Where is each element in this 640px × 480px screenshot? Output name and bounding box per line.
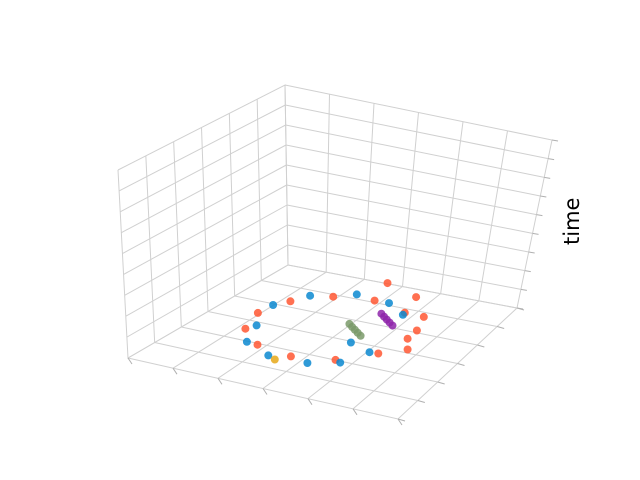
left-pane-horizontal-gridline xyxy=(124,204,288,296)
right-pane-vertical-gridline xyxy=(440,121,464,294)
data-point xyxy=(385,299,393,308)
data-point xyxy=(346,338,355,347)
z-axis-tick xyxy=(551,139,559,142)
right-pane-outline xyxy=(284,84,553,309)
data-point xyxy=(383,279,392,288)
data-point xyxy=(269,301,278,309)
data-point xyxy=(403,334,412,343)
data-point xyxy=(270,355,279,364)
floor-gridline xyxy=(261,280,498,327)
floor-gridline xyxy=(352,300,480,410)
y-axis-tick xyxy=(477,344,485,348)
data-point xyxy=(419,312,428,321)
x-axis-tick xyxy=(307,398,313,405)
x-axis-tick xyxy=(217,378,223,385)
left-pane-horizontal-gridline xyxy=(126,244,288,338)
z-axis-tick xyxy=(528,251,535,254)
floor-gridline xyxy=(262,286,403,389)
left-pane-vertical-gridline xyxy=(228,113,236,297)
gridlines xyxy=(118,94,549,410)
floor-outline xyxy=(127,264,519,420)
left-pane-horizontal-gridline xyxy=(121,144,287,234)
left-pane-horizontal-gridline xyxy=(125,224,288,317)
data-point xyxy=(370,296,379,305)
right-pane-horizontal-gridline xyxy=(287,244,521,290)
right-pane-horizontal-gridline xyxy=(286,164,537,216)
right-pane-horizontal-gridline xyxy=(287,224,525,272)
left-pane-vertical-gridline xyxy=(256,99,262,281)
x-axis-tick xyxy=(397,418,403,426)
z-axis-tick xyxy=(548,158,555,161)
right-pane-vertical-gridline xyxy=(478,130,508,301)
right-pane-horizontal-gridline xyxy=(286,184,533,234)
right-pane-horizontal-gridline xyxy=(285,144,541,197)
data-point xyxy=(253,340,262,349)
data-point xyxy=(303,359,312,367)
series-3 xyxy=(345,319,365,340)
right-pane-horizontal-gridline xyxy=(286,204,529,253)
data-point xyxy=(374,349,383,358)
left-pane-horizontal-gridline xyxy=(119,124,286,213)
x-axis-tick xyxy=(172,367,178,375)
series-1 xyxy=(242,290,407,367)
series-0 xyxy=(241,279,428,364)
z-axis-tick xyxy=(532,232,539,235)
z-axis-tick xyxy=(524,270,531,273)
left-pane-horizontal-gridline xyxy=(118,104,286,192)
left-pane-vertical-gridline xyxy=(173,141,182,328)
data-point xyxy=(252,321,261,330)
z-axis-tick xyxy=(516,307,524,310)
right-pane-horizontal-gridline xyxy=(285,124,545,178)
floor-gridline xyxy=(307,293,441,400)
right-pane-horizontal-gridline xyxy=(285,104,549,160)
z-axis-tick xyxy=(544,176,551,179)
y-axis-tick xyxy=(397,418,406,422)
z-axis-label: time xyxy=(560,198,584,245)
right-pane-vertical-gridline xyxy=(363,103,375,280)
data-point xyxy=(412,293,421,302)
left-pane-outline xyxy=(117,84,289,359)
data-point xyxy=(241,324,250,333)
data-point xyxy=(356,331,365,340)
data-point xyxy=(403,345,412,354)
y-axis-tick xyxy=(497,326,505,329)
tick-marks xyxy=(127,139,559,426)
data-point xyxy=(329,292,338,301)
x-axis-tick xyxy=(127,357,133,365)
z-axis-tick xyxy=(536,214,543,217)
x-axis-tick xyxy=(262,388,268,395)
data-point xyxy=(242,337,251,346)
data-point xyxy=(412,326,421,335)
data-point xyxy=(286,352,295,361)
right-pane-vertical-gridline xyxy=(402,112,419,287)
z-axis-tick xyxy=(520,288,527,291)
left-pane-horizontal-gridline xyxy=(122,164,287,254)
z-axis-tick xyxy=(540,195,547,198)
series-4 xyxy=(270,355,279,364)
x-axis-tick xyxy=(352,408,358,416)
series-2 xyxy=(377,309,397,330)
left-pane-horizontal-gridline xyxy=(123,184,287,275)
data-point xyxy=(264,351,273,360)
data-point xyxy=(306,291,315,300)
y-axis-tick xyxy=(457,363,465,366)
right-pane-vertical-gridline xyxy=(325,94,330,273)
left-pane-vertical-gridline xyxy=(201,127,209,312)
left-pane-vertical-gridline xyxy=(145,155,156,343)
data-point xyxy=(365,348,374,357)
y-axis-tick xyxy=(417,400,425,403)
y-axis-tick xyxy=(437,381,445,385)
data-point xyxy=(286,297,295,306)
data-point xyxy=(253,308,262,317)
data-points xyxy=(241,279,428,367)
data-point xyxy=(388,321,397,330)
data-point xyxy=(336,358,345,367)
data-point xyxy=(398,310,407,319)
data-point xyxy=(352,290,361,299)
